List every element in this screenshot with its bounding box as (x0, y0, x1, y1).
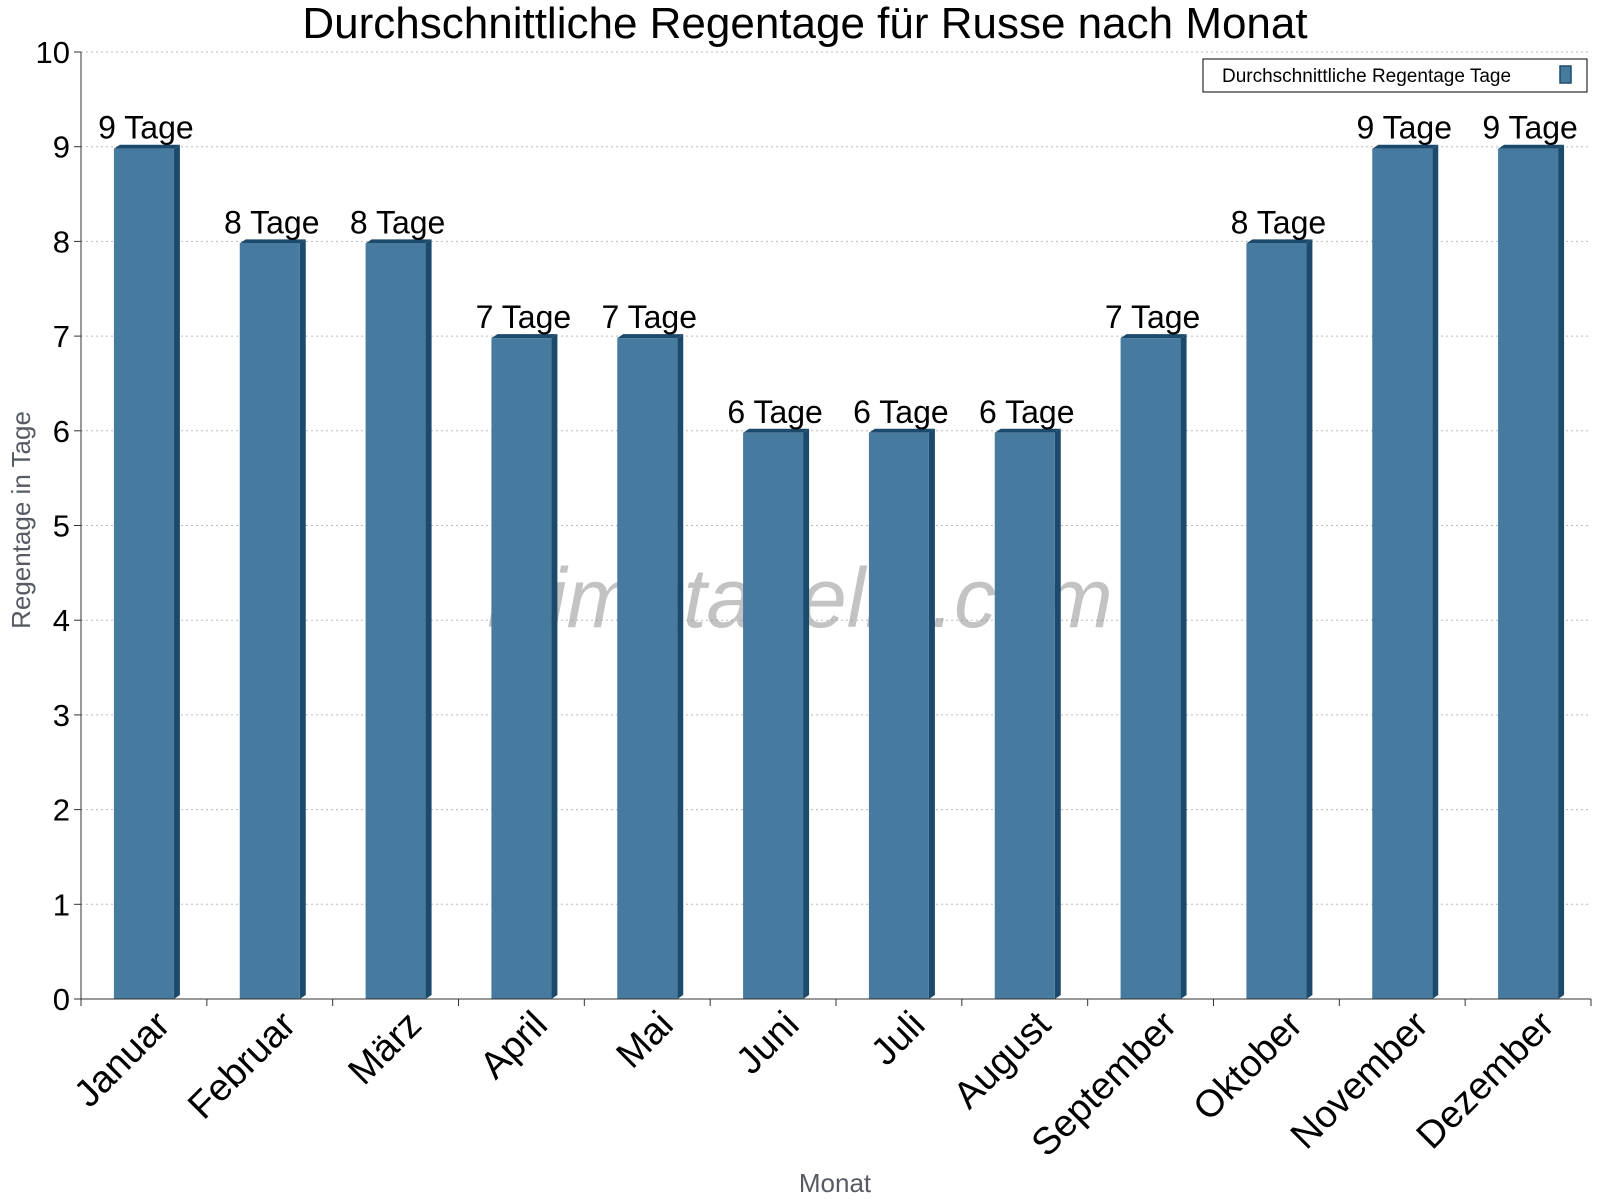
bars (113, 144, 1565, 1000)
bar-top (491, 334, 558, 339)
bar (1120, 338, 1181, 1000)
legend: Durchschnittliche Regentage Tage (1202, 58, 1588, 93)
x-tick-label: April (472, 1004, 555, 1087)
bar-top (113, 144, 180, 149)
bar-side (1180, 334, 1187, 1000)
x-tick-label: November (1283, 1003, 1437, 1157)
data-label: 9 Tage (1357, 110, 1453, 146)
bar (617, 338, 678, 1000)
data-label: 6 Tage (979, 394, 1075, 430)
bar-side (551, 334, 558, 1000)
x-tick-label: März (341, 1004, 430, 1093)
bar (239, 243, 300, 999)
legend-swatch (1559, 65, 1572, 84)
y-tick-label: 7 (53, 319, 70, 354)
bar (1246, 243, 1307, 999)
legend-label: Durchschnittliche Regentage Tage (1222, 66, 1511, 87)
y-tick-label: 6 (53, 414, 70, 449)
bar-side (928, 428, 935, 999)
grid-lines (81, 51, 1591, 905)
y-tick-label: 0 (53, 982, 70, 1017)
data-label: 7 Tage (602, 299, 698, 335)
bar-side (299, 239, 306, 999)
bar (868, 432, 929, 999)
bar-top (1120, 334, 1187, 339)
x-axis-title: Monat (799, 1168, 872, 1198)
y-tick-label: 3 (53, 698, 70, 733)
bar (743, 432, 804, 999)
bar-top (1372, 144, 1439, 149)
data-label: 8 Tage (350, 204, 446, 240)
data-labels: 9 Tage 8 Tage 8 Tage 7 Tage 7 Tage 6 Tage 6 Ta… (98, 110, 1578, 430)
x-tick-label: Juni (728, 1004, 807, 1083)
data-label: 7 Tage (476, 299, 572, 335)
data-label: 8 Tage (224, 204, 320, 240)
data-label: 9 Tage (98, 110, 194, 146)
y-tick-label: 2 (53, 793, 70, 828)
bar-top (1498, 144, 1565, 149)
bar-side (677, 334, 684, 1000)
bar (365, 243, 426, 999)
bar-side (1558, 144, 1565, 999)
data-label: 9 Tage (1482, 110, 1578, 146)
bar-side (803, 428, 810, 999)
y-tick-label: 5 (53, 509, 70, 544)
y-tick-label: 8 (53, 224, 70, 259)
data-label: 6 Tage (853, 394, 949, 430)
y-tick-label: 1 (53, 887, 70, 922)
bar-top (365, 239, 432, 244)
data-label: 8 Tage (1231, 204, 1327, 240)
bar (1372, 148, 1433, 999)
x-tick-label: Dezember (1409, 1003, 1563, 1157)
bar-side (1306, 239, 1313, 999)
x-tick-label: Juli (863, 1004, 933, 1074)
chart-title: Durchschnittliche Regentage für Russe na… (302, 0, 1307, 48)
bar-top (868, 428, 935, 433)
x-tick-label: August (946, 1003, 1060, 1117)
y-axis-title: Regentage in Tage (6, 411, 36, 629)
legend-box (1202, 58, 1588, 93)
bar-top (743, 428, 810, 433)
x-tick-label: Oktober (1186, 1003, 1312, 1129)
bar-top (239, 239, 306, 244)
bar (113, 148, 174, 999)
x-tick-label: Januar (66, 1003, 178, 1115)
bar (491, 338, 552, 1000)
bar-top (617, 334, 684, 339)
bar-side (1054, 428, 1061, 999)
bar-top (994, 428, 1061, 433)
data-label: 6 Tage (727, 394, 823, 430)
data-label: 7 Tage (1105, 299, 1201, 335)
bar-side (1432, 144, 1439, 999)
bar-side (173, 144, 180, 999)
bar-top (1246, 239, 1313, 244)
bar-side (425, 239, 432, 999)
bar (994, 432, 1055, 999)
x-tick-label: Mai (609, 1004, 682, 1077)
y-tick-label: 4 (53, 603, 70, 638)
y-tick-label: 9 (53, 130, 70, 165)
x-tick-label: Februar (180, 1003, 304, 1127)
bar (1498, 148, 1559, 999)
y-tick-label: 10 (36, 35, 70, 70)
